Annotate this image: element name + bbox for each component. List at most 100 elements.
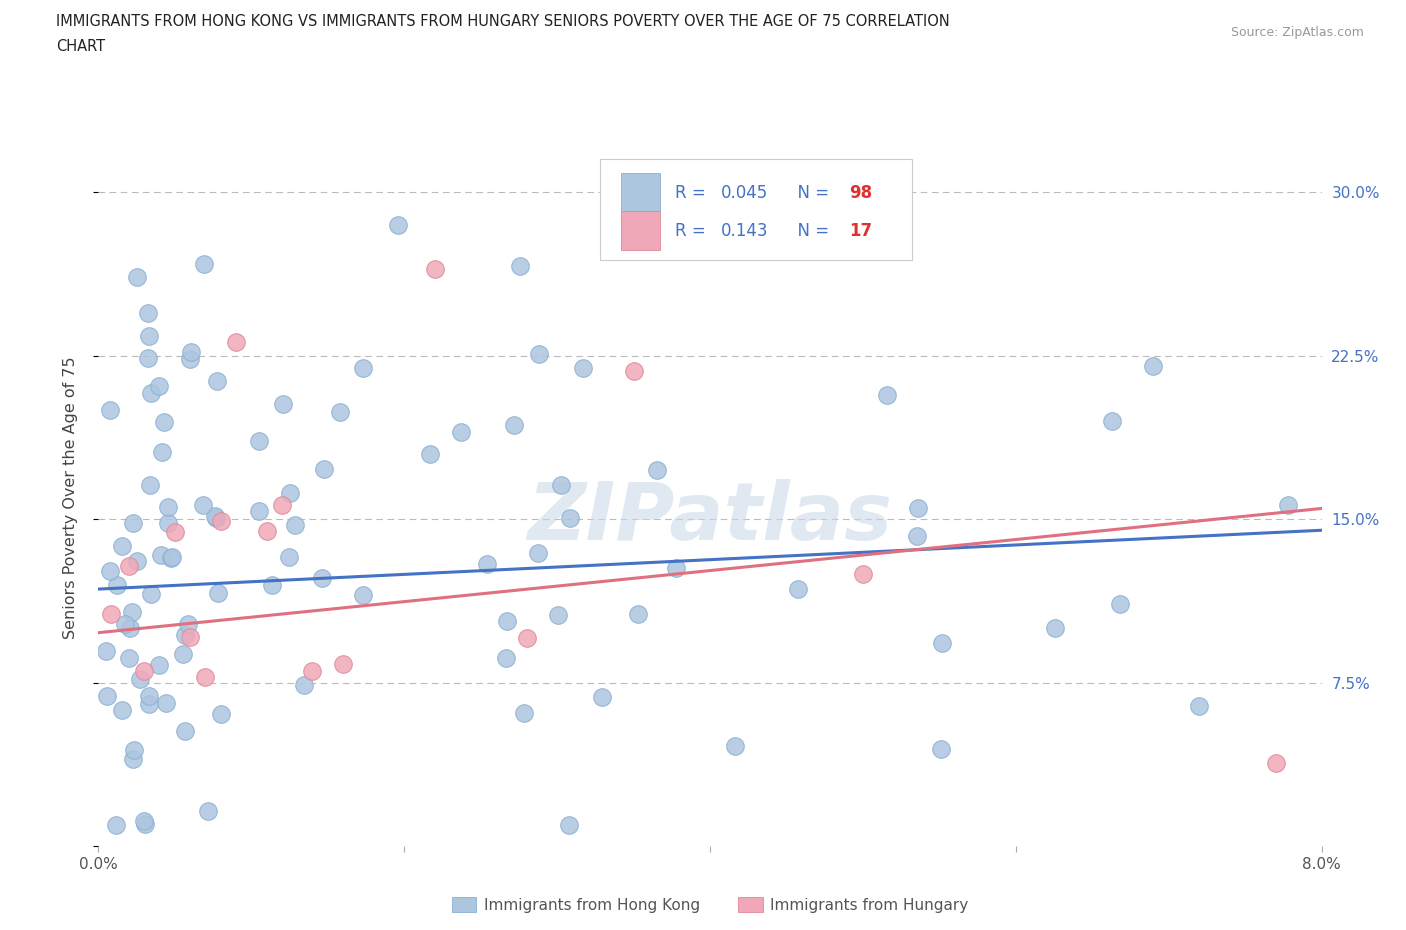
Point — [94, 644, 117, 659]
Point — [329, 405, 352, 419]
Point — [311, 570, 333, 585]
Point — [125, 553, 148, 568]
Point — [387, 218, 409, 232]
Text: IMMIGRANTS FROM HONG KONG VS IMMIGRANTS FROM HUNGARY SENIORS POVERTY OVER THE AG: IMMIGRANTS FROM HONG KONG VS IMMIGRANTS … — [56, 14, 950, 29]
Point — [157, 516, 180, 531]
Text: R =: R = — [675, 184, 710, 202]
Point — [111, 702, 134, 717]
FancyBboxPatch shape — [620, 211, 659, 250]
Point — [247, 503, 270, 518]
Point — [174, 628, 197, 643]
Point — [193, 498, 215, 512]
Point — [179, 630, 201, 644]
Point — [118, 559, 141, 574]
Point — [665, 561, 688, 576]
Point — [509, 258, 531, 272]
Point — [314, 462, 336, 477]
Point — [134, 817, 156, 831]
Point — [724, 738, 747, 753]
Point — [423, 261, 446, 276]
Point — [1108, 597, 1130, 612]
Point — [332, 657, 354, 671]
Point — [98, 403, 121, 418]
Text: 0.045: 0.045 — [721, 184, 768, 202]
Point — [209, 513, 232, 528]
Point — [179, 352, 201, 366]
Point — [450, 425, 472, 440]
Point — [1101, 414, 1123, 429]
Point — [271, 396, 294, 411]
Point — [138, 689, 160, 704]
Point — [1188, 698, 1211, 713]
Point — [194, 670, 217, 684]
Point — [138, 328, 160, 343]
Point — [141, 586, 163, 601]
Point — [132, 814, 155, 829]
Point — [527, 545, 550, 560]
Point — [121, 751, 143, 766]
Point — [96, 689, 118, 704]
Point — [550, 477, 572, 492]
Point — [100, 607, 122, 622]
Point — [120, 620, 142, 635]
Point — [1043, 620, 1066, 635]
Point — [907, 501, 929, 516]
Point — [931, 741, 953, 756]
Point — [292, 677, 315, 692]
Point — [623, 364, 645, 379]
Point — [647, 462, 669, 477]
Point — [139, 385, 162, 400]
Point — [225, 335, 247, 350]
Point — [139, 478, 162, 493]
Point — [118, 651, 141, 666]
Point — [172, 646, 194, 661]
Point — [159, 551, 181, 565]
FancyBboxPatch shape — [620, 173, 659, 213]
Text: 0.143: 0.143 — [721, 221, 769, 240]
Point — [128, 671, 150, 686]
Point — [627, 606, 650, 621]
Point — [560, 511, 582, 525]
Point — [270, 498, 294, 512]
Point — [114, 617, 136, 631]
Point — [134, 664, 156, 679]
Point — [558, 817, 581, 832]
Text: N =: N = — [787, 221, 835, 240]
Text: 17: 17 — [849, 221, 873, 240]
Point — [177, 617, 200, 631]
Point — [121, 604, 143, 619]
Point — [301, 664, 323, 679]
Legend: Immigrants from Hong Kong, Immigrants from Hungary: Immigrants from Hong Kong, Immigrants fr… — [446, 891, 974, 919]
Point — [180, 344, 202, 359]
Point — [136, 351, 159, 365]
Point — [111, 538, 134, 553]
Y-axis label: Seniors Poverty Over the Age of 75: Seniors Poverty Over the Age of 75 — [63, 356, 77, 639]
Point — [98, 564, 121, 578]
Point — [786, 581, 808, 596]
Point — [122, 743, 145, 758]
Point — [247, 433, 270, 448]
Point — [148, 658, 170, 672]
Point — [174, 724, 197, 738]
Point — [284, 517, 307, 532]
Text: R =: R = — [675, 221, 710, 240]
Point — [122, 516, 145, 531]
Point — [262, 578, 284, 592]
Point — [495, 613, 517, 628]
Point — [205, 511, 228, 525]
Point — [278, 485, 301, 500]
Point — [193, 257, 215, 272]
Text: CHART: CHART — [56, 39, 105, 54]
Point — [591, 689, 613, 704]
Point — [153, 415, 176, 430]
Text: N =: N = — [787, 184, 835, 202]
Point — [1277, 498, 1299, 512]
Text: 98: 98 — [849, 184, 873, 202]
Point — [931, 635, 953, 650]
Point — [156, 499, 179, 514]
Point — [1264, 756, 1286, 771]
Point — [138, 697, 160, 711]
Point — [572, 361, 595, 376]
Text: ZIPatlas: ZIPatlas — [527, 480, 893, 557]
Point — [352, 588, 374, 603]
